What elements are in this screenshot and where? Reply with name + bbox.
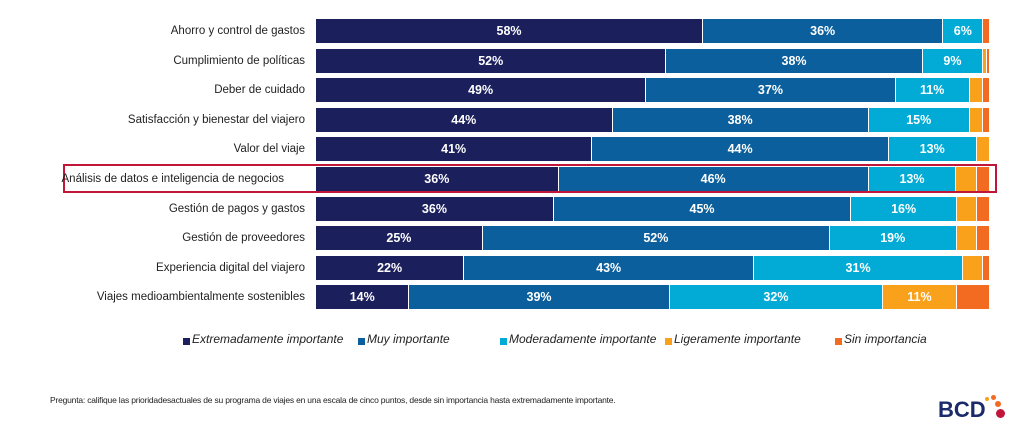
bar-segment: 6% bbox=[943, 19, 984, 43]
legend-item: Extremadamente importante bbox=[183, 332, 343, 346]
bar-segment: 13% bbox=[868, 167, 957, 191]
bar-segment bbox=[983, 255, 990, 280]
bar-segment: 16% bbox=[851, 196, 957, 221]
category-label: Cumplimiento de políticas bbox=[173, 54, 305, 67]
bar-segment bbox=[956, 226, 977, 251]
bar-segment: 13% bbox=[888, 137, 977, 162]
bar-row: 44% 38% 15% bbox=[316, 107, 990, 132]
bar-segment bbox=[976, 167, 990, 191]
bar-segment bbox=[956, 167, 977, 191]
category-label: Análisis de datos e inteligencia de nego… bbox=[61, 173, 284, 185]
bar-segment bbox=[969, 78, 984, 103]
bar-segment: 38% bbox=[666, 48, 923, 73]
bar-row: 36% 46% 13% bbox=[316, 167, 990, 191]
bar-row: 52% 38% 9% bbox=[316, 48, 990, 73]
bar-segment: 14% bbox=[316, 285, 410, 310]
bar-segment: 49% bbox=[316, 78, 647, 103]
legend-swatch bbox=[500, 338, 507, 345]
bar-segment: 25% bbox=[316, 226, 483, 251]
bar-segment: 52% bbox=[482, 226, 830, 251]
category-label: Valor del viaje bbox=[233, 143, 305, 156]
bar-segment bbox=[956, 285, 990, 310]
legend-label: Extremadamente importante bbox=[192, 332, 344, 346]
bar-segment bbox=[956, 196, 977, 221]
bar-segment bbox=[983, 78, 990, 103]
bar-segment: 58% bbox=[316, 19, 704, 43]
bar-segment bbox=[983, 48, 987, 73]
legend-label: Moderadamente importante bbox=[509, 332, 657, 346]
bar-row: 49% 37% 11% bbox=[316, 78, 990, 103]
bar-segment: 36% bbox=[316, 167, 559, 191]
bar-segment: 32% bbox=[669, 285, 884, 310]
bar-segment: 41% bbox=[316, 137, 593, 162]
logo-text: BCD bbox=[938, 397, 986, 422]
bar-row: 25% 52% 19% bbox=[316, 226, 990, 251]
bar-segment: 44% bbox=[316, 107, 613, 132]
footnote: Pregunta: califique las prioridadesactua… bbox=[50, 395, 616, 405]
legend-item: Ligeramente importante bbox=[665, 332, 801, 346]
bar-segment bbox=[969, 107, 984, 132]
bar-segment: 36% bbox=[703, 19, 944, 43]
bar-segment: 22% bbox=[316, 255, 465, 280]
bar-segment bbox=[976, 196, 990, 221]
category-label: Viajes medioambientalmente sostenibles bbox=[96, 291, 305, 304]
legend-swatch bbox=[665, 338, 672, 345]
legend-item: Sin importancia bbox=[835, 332, 927, 346]
bar-segment: 39% bbox=[409, 285, 670, 310]
category-label: Deber de cuidado bbox=[214, 84, 305, 97]
bar-segment: 38% bbox=[612, 107, 869, 132]
legend-item: Muy importante bbox=[358, 332, 450, 346]
bar-row: 14% 39% 32% 11% bbox=[316, 285, 990, 310]
bar-segment: 11% bbox=[895, 78, 970, 103]
bar-segment: 44% bbox=[592, 137, 889, 162]
bar-segment: 9% bbox=[922, 48, 984, 73]
bar-segment bbox=[976, 137, 990, 162]
category-label: Ahorro y control de gastos bbox=[170, 25, 305, 37]
legend-swatch bbox=[358, 338, 365, 345]
legend-swatch bbox=[183, 338, 190, 345]
bar-segment bbox=[963, 255, 984, 280]
bar-row: 58% 36% 6% bbox=[316, 19, 990, 43]
category-label: Satisfacción y bienestar del viajero bbox=[127, 113, 305, 126]
bar-segment: 37% bbox=[646, 78, 896, 103]
bar-segment bbox=[976, 226, 990, 251]
legend-label: Muy importante bbox=[367, 332, 450, 346]
bar-segment: 45% bbox=[553, 196, 852, 221]
bar-segment: 36% bbox=[316, 196, 554, 221]
legend-item: Moderadamente importante bbox=[500, 332, 656, 346]
bar-segment bbox=[983, 19, 990, 43]
category-label: Experiencia digital del viajero bbox=[156, 261, 305, 274]
category-label: Gestión de proveedores bbox=[182, 232, 305, 245]
bar-row: 22% 43% 31% bbox=[316, 255, 990, 280]
legend-label: Ligeramente importante bbox=[674, 332, 801, 346]
bar-segment: 31% bbox=[754, 255, 964, 280]
bar-segment: 11% bbox=[883, 285, 957, 310]
bar-segment: 46% bbox=[558, 167, 869, 191]
bar-segment: 52% bbox=[316, 48, 667, 73]
legend-label: Sin importancia bbox=[844, 332, 927, 346]
bar-segment bbox=[986, 48, 990, 73]
highlight-box bbox=[63, 164, 997, 193]
bar-segment bbox=[983, 107, 990, 132]
bar-segment: 19% bbox=[829, 226, 957, 251]
category-label: Gestión de pagos y gastos bbox=[168, 202, 305, 215]
bar-segment: 15% bbox=[868, 107, 970, 132]
bar-segment: 43% bbox=[464, 255, 755, 280]
bar-row: 36% 45% 16% bbox=[316, 196, 990, 221]
bar-row: 41% 44% 13% bbox=[316, 137, 990, 162]
legend-swatch bbox=[835, 338, 842, 345]
